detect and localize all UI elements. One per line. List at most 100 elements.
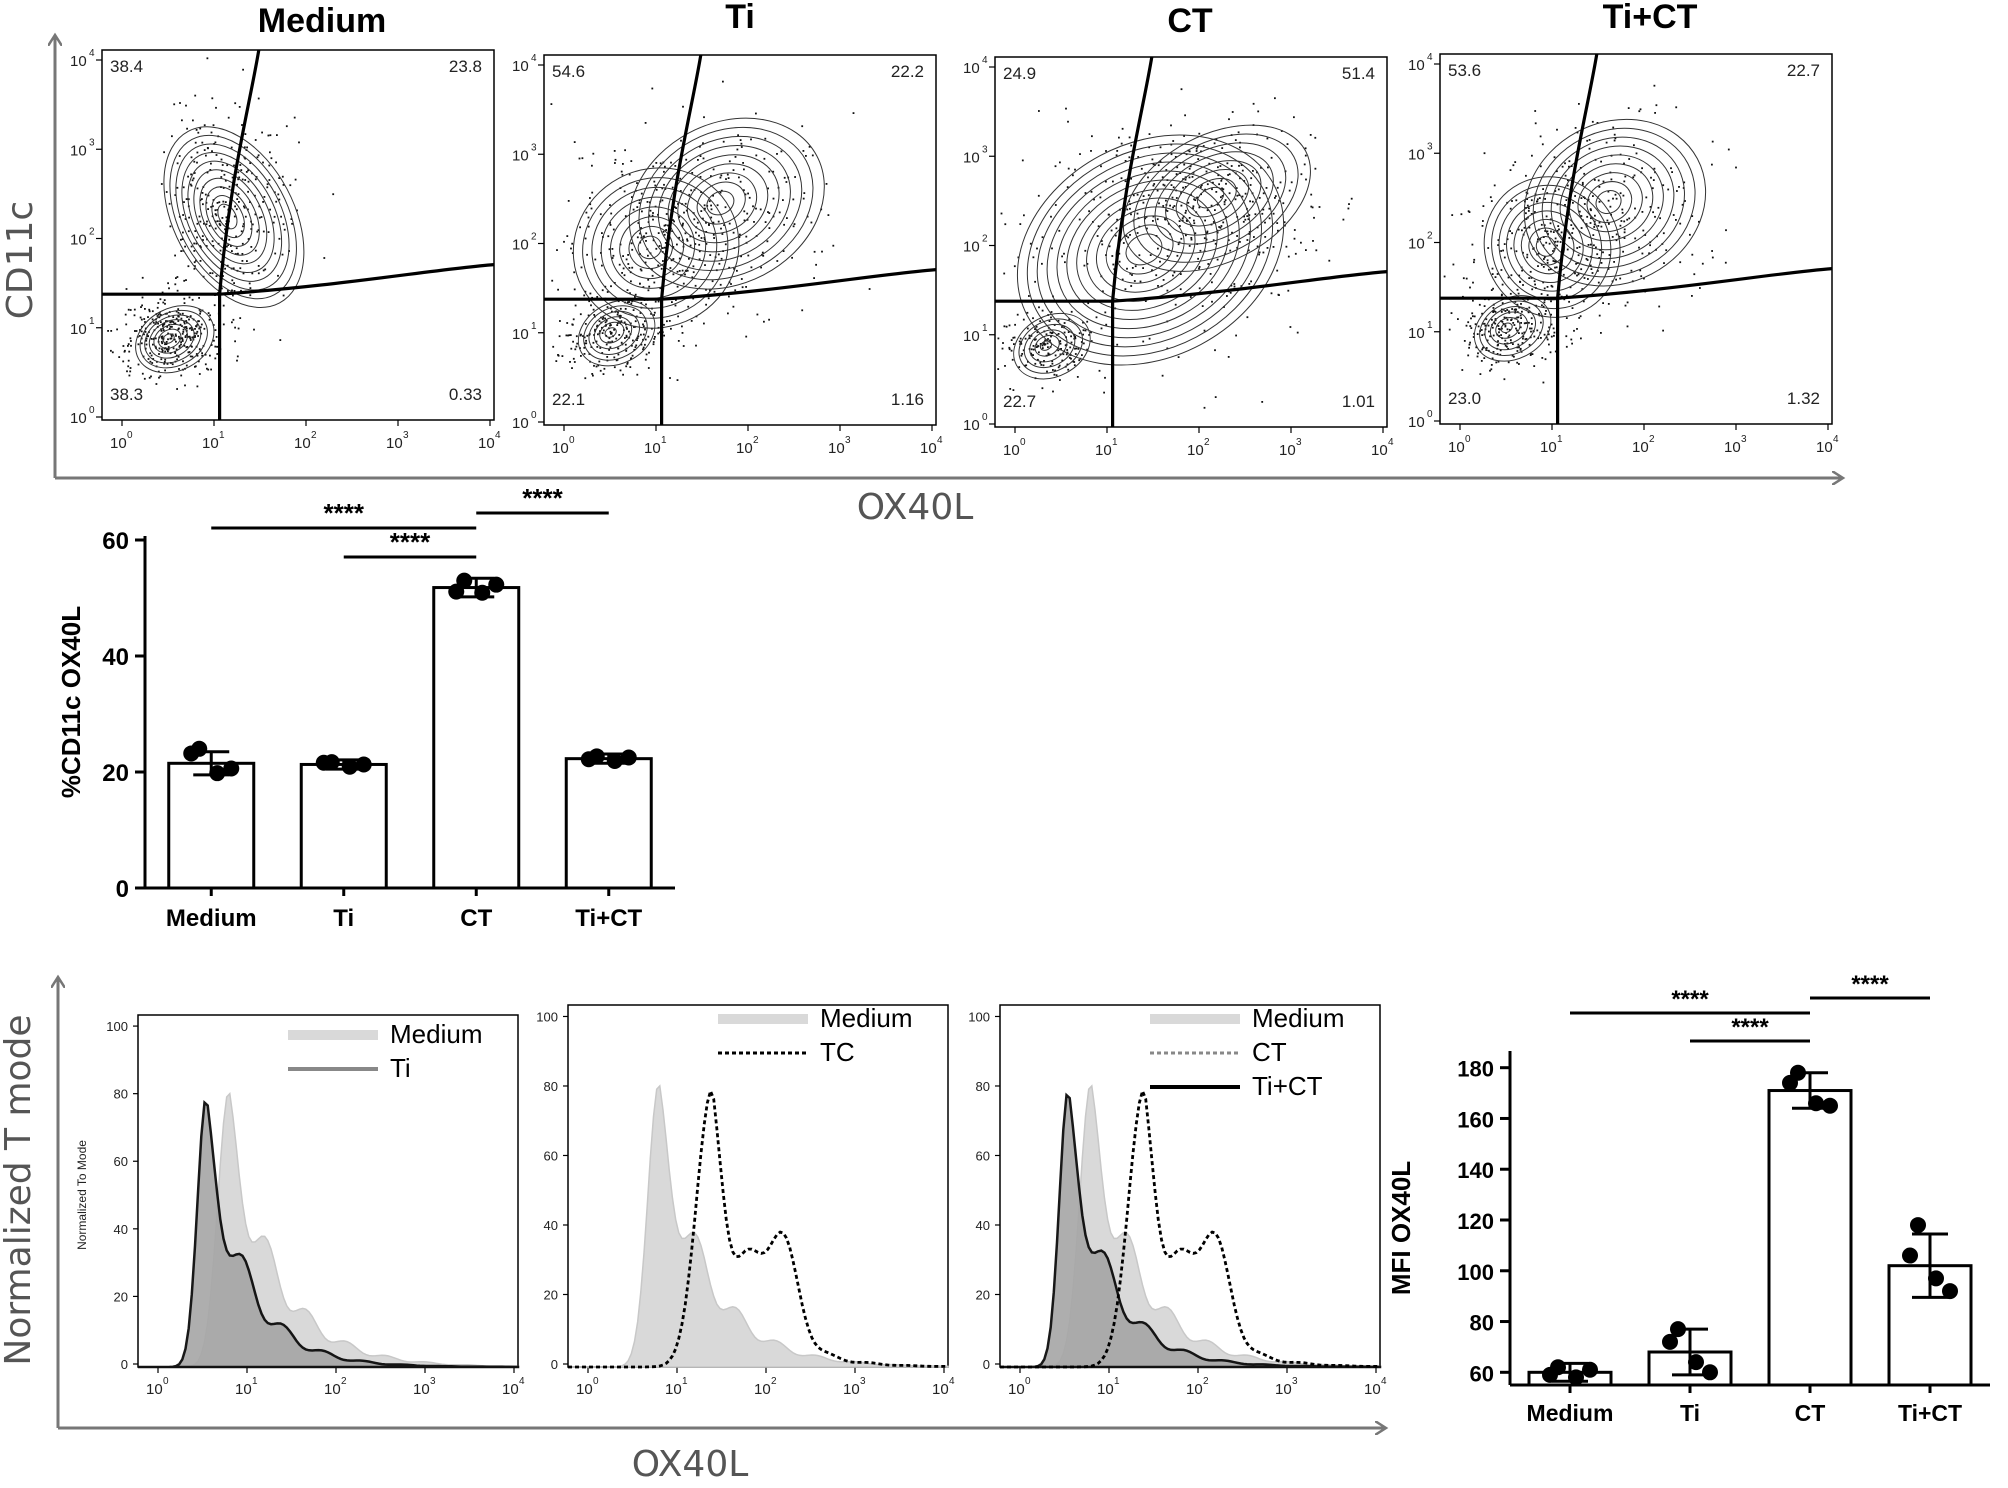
event-dot: [203, 327, 206, 330]
event-dot: [662, 260, 664, 262]
event-dot: [1593, 223, 1596, 226]
event-dot: [1074, 353, 1077, 355]
event-dot: [1642, 229, 1645, 232]
event-dot: [1300, 241, 1302, 244]
event-dot: [1049, 365, 1052, 367]
event-dot: [172, 321, 175, 323]
legend-label: CT: [1252, 1037, 1287, 1067]
y-tick-label: 140: [1457, 1158, 1494, 1183]
event-dot: [1611, 280, 1614, 283]
event-dot: [210, 206, 213, 208]
contour-line: [706, 190, 735, 216]
event-dot: [1450, 312, 1453, 314]
event-dot: [772, 170, 775, 173]
event-dot: [584, 377, 587, 380]
event-dot: [760, 266, 762, 269]
event-dot: [1058, 229, 1061, 232]
event-dot: [567, 334, 569, 337]
event-dot: [1711, 140, 1714, 143]
event-dot: [1203, 237, 1206, 240]
event-dot: [196, 330, 199, 333]
event-dot: [1481, 322, 1484, 325]
event-dot: [177, 311, 180, 314]
event-dot: [194, 328, 196, 330]
event-dot: [665, 229, 667, 231]
event-dot: [628, 301, 630, 303]
event-dot: [269, 151, 271, 154]
event-dot: [129, 309, 132, 311]
event-dot: [614, 158, 617, 161]
quadrant-gate-vertical: [1111, 56, 1154, 427]
event-dot: [651, 214, 654, 217]
event-dot: [1063, 252, 1065, 255]
event-dot: [1523, 226, 1526, 229]
event-dot: [719, 283, 722, 286]
event-dot: [126, 370, 128, 373]
event-dot: [1608, 223, 1610, 225]
x-tick-label: 10: [754, 1381, 771, 1398]
event-dot: [1254, 213, 1257, 216]
event-dot: [1583, 203, 1586, 205]
event-dot: [1350, 197, 1353, 200]
event-dot: [1224, 199, 1227, 201]
event-dot: [1227, 239, 1230, 242]
event-dot: [1078, 332, 1081, 335]
event-dot: [1256, 171, 1258, 174]
event-dot: [612, 254, 615, 257]
event-dot: [1198, 287, 1201, 290]
event-dot: [1526, 204, 1529, 207]
event-dot: [1184, 114, 1186, 117]
event-dot: [161, 323, 164, 326]
event-dot: [182, 331, 185, 333]
event-dot: [681, 269, 684, 272]
x-tick-exponent: 1: [1114, 1376, 1120, 1387]
event-dot: [712, 168, 715, 171]
data-point: [1808, 1095, 1824, 1112]
event-dot: [1184, 212, 1187, 214]
event-dot: [242, 272, 245, 275]
event-dot: [652, 343, 655, 346]
event-dot: [1221, 187, 1223, 190]
event-dot: [1663, 262, 1665, 264]
x-tick-label: 10: [478, 435, 495, 452]
event-dot: [813, 277, 815, 279]
event-dot: [1490, 364, 1493, 366]
event-dot: [705, 303, 707, 306]
event-dot: [196, 354, 199, 357]
data-point: [355, 756, 372, 773]
event-dot: [1212, 181, 1214, 184]
event-dot: [1544, 230, 1547, 232]
event-dot: [1638, 110, 1641, 113]
event-dot: [1538, 312, 1540, 315]
event-dot: [622, 267, 625, 270]
event-dot: [1500, 269, 1503, 271]
event-dot: [1034, 280, 1036, 283]
y-tick-label: 10: [1408, 146, 1425, 163]
event-dot: [143, 333, 145, 336]
event-dot: [1170, 184, 1173, 186]
event-dot: [1010, 349, 1013, 352]
event-dot: [1528, 306, 1531, 309]
event-dot: [171, 325, 173, 328]
event-dot: [1013, 343, 1015, 345]
event-dot: [194, 94, 197, 97]
event-dot: [782, 250, 785, 252]
x-tick-exponent: 0: [1025, 1376, 1031, 1387]
event-dot: [111, 351, 114, 354]
event-dot: [1057, 349, 1060, 352]
event-dot: [663, 183, 665, 186]
event-dot: [175, 348, 178, 351]
event-dot: [1540, 293, 1543, 295]
event-dot: [1020, 354, 1023, 357]
event-dot: [1188, 176, 1191, 179]
event-dot: [1517, 292, 1520, 295]
event-dot: [1491, 273, 1494, 275]
event-dot: [602, 316, 605, 319]
event-dot: [1701, 262, 1704, 265]
event-dot: [725, 178, 727, 180]
event-dot: [1558, 228, 1560, 231]
event-dot: [1108, 213, 1110, 216]
event-dot: [1530, 199, 1533, 202]
